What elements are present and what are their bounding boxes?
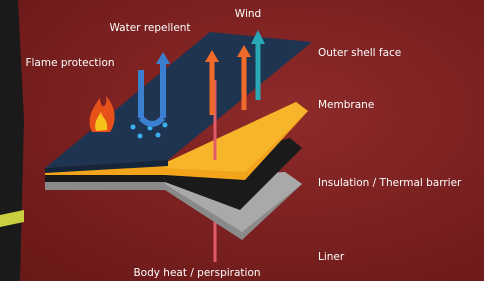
wind-label: Wind bbox=[235, 8, 261, 20]
diagram: Water repellent Wind Flame protection Ou… bbox=[0, 0, 484, 281]
insulation-label: Insulation / Thermal barrier bbox=[318, 177, 462, 189]
liner-label: Liner bbox=[318, 251, 345, 263]
flame-label: Flame protection bbox=[25, 57, 114, 69]
body-label: Body heat / perspiration bbox=[133, 267, 260, 279]
outer-label: Outer shell face bbox=[318, 47, 401, 59]
membrane-label: Membrane bbox=[318, 99, 374, 111]
water-label: Water repellent bbox=[109, 22, 190, 34]
